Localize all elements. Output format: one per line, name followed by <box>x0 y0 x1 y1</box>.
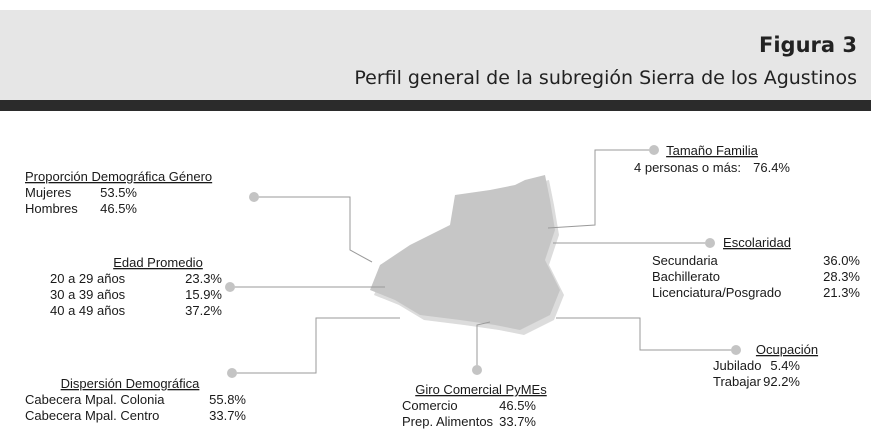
row-value: 33.7% <box>499 414 536 429</box>
row-value: 46.5% <box>100 201 137 216</box>
row-label: Comercio <box>402 398 458 413</box>
row-value: 33.7% <box>209 408 246 423</box>
row-label: 30 a 39 años <box>50 287 126 302</box>
row-value: 46.5% <box>499 398 536 413</box>
row-value: 55.8% <box>209 392 246 407</box>
row-label: Bachillerato <box>652 269 720 284</box>
row-value: 23.3% <box>185 271 222 286</box>
header-band <box>0 10 871 100</box>
section-heading: Ocupación <box>756 342 818 357</box>
row-value: 5.4% <box>770 358 800 373</box>
row-value: 92.2% <box>763 374 800 389</box>
row-label: 40 a 49 años <box>50 303 126 318</box>
row-label: Prep. Alimentos <box>402 414 494 429</box>
row-label: Trabajar <box>713 374 762 389</box>
row-label: Licenciatura/Posgrado <box>652 285 781 300</box>
row-value: 15.9% <box>185 287 222 302</box>
section-heading: Tamaño Familia <box>666 143 759 158</box>
row-label: Cabecera Mpal. Colonia <box>25 392 165 407</box>
title: Figura 3 <box>759 33 857 57</box>
subtitle: Perfil general de la subregión Sierra de… <box>354 67 857 89</box>
row-value: 37.2% <box>185 303 222 318</box>
row-value: 28.3% <box>823 269 860 284</box>
row-value: 36.0% <box>823 253 860 268</box>
row-value: 53.5% <box>100 185 137 200</box>
row-label: 4 personas o más: <box>634 160 741 175</box>
row-label: 20 a 29 años <box>50 271 126 286</box>
section-heading: Proporción Demográfica Género <box>25 169 212 184</box>
section-heading: Edad Promedio <box>113 255 203 270</box>
row-label: Jubilado <box>713 358 761 373</box>
section-heading: Escolaridad <box>723 235 791 250</box>
row-value: 76.4% <box>753 160 790 175</box>
connectors <box>225 145 741 378</box>
row-label: Mujeres <box>25 185 72 200</box>
row-label: Cabecera Mpal. Centro <box>25 408 159 423</box>
row-label: Hombres <box>25 201 78 216</box>
map <box>370 175 560 330</box>
header-rule <box>0 100 871 111</box>
row-label: Secundaria <box>652 253 719 268</box>
section-heading: Giro Comercial PyMEs <box>415 382 547 397</box>
section-heading: Dispersión Demográfica <box>61 376 200 391</box>
row-value: 21.3% <box>823 285 860 300</box>
